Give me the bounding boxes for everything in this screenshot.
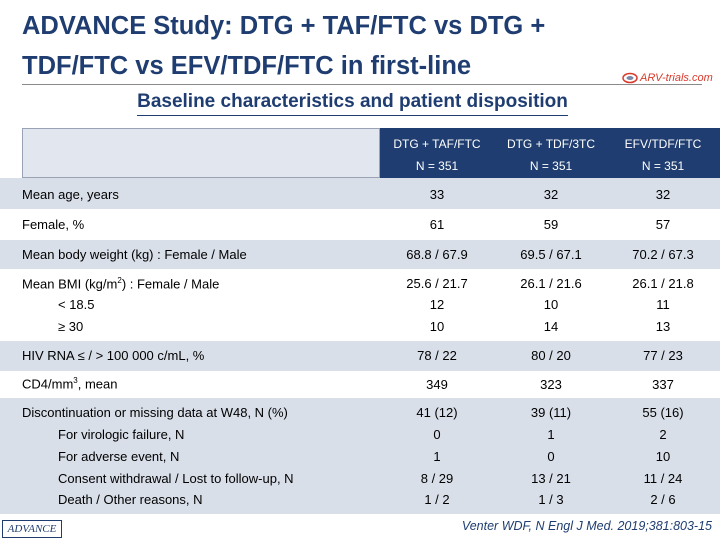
bmi-label-prefix: Mean BMI (kg/m [22, 276, 118, 292]
row-separator [0, 397, 720, 398]
cell-bmi-high-efv: 13 [655, 319, 671, 334]
cell-hiv-efv: 77 / 23 [643, 348, 683, 363]
row-label-bmi: Mean BMI (kg/m2) : Female / Male [22, 276, 219, 291]
cell-bmi-dtg-taf: 25.6 / 21.7 [406, 276, 468, 291]
cell-consent-dtg-taf: 8 / 29 [420, 471, 454, 486]
row-separator [0, 239, 720, 240]
row-label-body-weight: Mean body weight (kg) : Female / Male [22, 247, 247, 262]
cell-viro-efv: 2 [659, 427, 667, 442]
row-label-mean-age: Mean age, years [22, 187, 119, 202]
row-band [0, 397, 720, 514]
slide-subtitle: Baseline characteristics and patient dis… [137, 90, 568, 116]
cd4-label-sup: 3 [73, 376, 78, 385]
row-label-hiv-rna: HIV RNA ≤ / > 100 000 c/mL, % [22, 348, 205, 363]
cell-disc-efv: 55 (16) [642, 405, 684, 420]
cell-death-efv: 2 / 6 [650, 492, 676, 507]
cell-adverse-dtg-tdf: 0 [547, 449, 555, 464]
column-n: N = 351 [529, 159, 573, 173]
cell-age-dtg-taf: 33 [429, 187, 445, 202]
cell-cd4-dtg-taf: 349 [426, 377, 448, 392]
cell-bmi-dtg-tdf: 26.1 / 21.6 [520, 276, 582, 291]
cell-adverse-efv: 10 [655, 449, 671, 464]
cell-bmi-low-dtg-taf: 12 [429, 297, 445, 312]
column-n: N = 351 [641, 159, 685, 173]
row-label-cd4: CD4/mm3, mean [22, 376, 117, 391]
cell-viro-dtg-taf: 0 [433, 427, 441, 442]
logo-swirl-icon [622, 72, 638, 84]
column-name: DTG + TAF/FTC [393, 137, 481, 151]
cell-consent-dtg-tdf: 13 / 21 [531, 471, 571, 486]
cell-bmi-low-dtg-tdf: 10 [543, 297, 559, 312]
logo-text: ARV-trials.com [640, 72, 713, 84]
column-name: EFV/TDF/FTC [624, 137, 702, 151]
cd4-label-suffix: , mean [77, 376, 118, 392]
cell-viro-dtg-tdf: 1 [547, 427, 555, 442]
bmi-label-sup: 2 [117, 276, 122, 285]
cell-disc-dtg-taf: 41 (12) [416, 405, 458, 420]
title-divider [22, 84, 702, 85]
slide-subtitle-wrap: Baseline characteristics and patient dis… [0, 90, 720, 116]
bmi-label-suffix: ) : Female / Male [121, 276, 220, 292]
cell-weight-dtg-taf: 68.8 / 67.9 [406, 247, 468, 262]
row-band [0, 340, 720, 371]
citation: Venter WDF, N Engl J Med. 2019;381:803-1… [461, 519, 712, 533]
cell-disc-dtg-tdf: 39 (11) [530, 405, 572, 420]
cell-age-dtg-tdf: 32 [543, 187, 559, 202]
arv-trials-logo: ARV-trials.com [622, 70, 714, 88]
cell-hiv-dtg-tdf: 80 / 20 [531, 348, 571, 363]
cell-female-dtg-taf: 61 [429, 217, 445, 232]
cell-bmi-high-dtg-taf: 10 [429, 319, 445, 334]
advance-badge: ADVANCE [2, 520, 62, 538]
cell-age-efv: 32 [655, 187, 671, 202]
column-name: DTG + TDF/3TC [506, 137, 596, 151]
row-label-discontinuation: Discontinuation or missing data at W48, … [22, 405, 288, 420]
cell-death-dtg-tdf: 1 / 3 [538, 492, 564, 507]
table-header-blank [22, 128, 380, 178]
cell-bmi-high-dtg-tdf: 14 [543, 319, 559, 334]
row-label-bmi-over-30: ≥ 30 [58, 319, 84, 334]
column-header-dtg-taf-ftc: DTG + TAF/FTC N = 351 [380, 128, 494, 178]
cd4-label-prefix: CD4/mm [22, 376, 74, 392]
cell-cd4-efv: 337 [652, 377, 674, 392]
row-separator [0, 371, 720, 372]
row-band [0, 239, 720, 269]
slide-title: ADVANCE Study: DTG + TAF/FTC vs DTG + TD… [22, 12, 546, 80]
cell-bmi-efv: 26.1 / 21.8 [632, 276, 694, 291]
cell-weight-dtg-tdf: 69.5 / 67.1 [520, 247, 582, 262]
advance-badge-text: ADVANCE [7, 523, 57, 535]
cell-death-dtg-taf: 1 / 2 [424, 492, 450, 507]
column-header-dtg-tdf-3tc: DTG + TDF/3TC N = 351 [494, 128, 608, 178]
row-label-bmi-under-18-5: < 18.5 [58, 297, 95, 312]
row-label-adverse-event: For adverse event, N [58, 449, 180, 464]
cell-bmi-low-efv: 11 [656, 297, 670, 312]
row-separator [0, 209, 720, 210]
cell-consent-efv: 11 / 24 [643, 471, 683, 486]
row-label-female: Female, % [22, 217, 85, 232]
row-separator [0, 269, 720, 270]
row-band [0, 178, 720, 209]
cell-weight-efv: 70.2 / 67.3 [632, 247, 694, 262]
cell-adverse-dtg-taf: 1 [433, 449, 441, 464]
column-header-efv-tdf-ftc: EFV/TDF/FTC N = 351 [606, 128, 720, 178]
row-label-consent-withdrawal: Consent withdrawal / Lost to follow-up, … [58, 471, 294, 486]
cell-hiv-dtg-taf: 78 / 22 [417, 348, 457, 363]
row-label-death-other: Death / Other reasons, N [58, 492, 203, 507]
cell-female-efv: 57 [655, 217, 671, 232]
cell-female-dtg-tdf: 59 [543, 217, 559, 232]
row-label-virologic-failure: For virologic failure, N [58, 427, 185, 442]
cell-cd4-dtg-tdf: 323 [540, 377, 562, 392]
column-n: N = 351 [415, 159, 459, 173]
row-separator [0, 340, 720, 341]
